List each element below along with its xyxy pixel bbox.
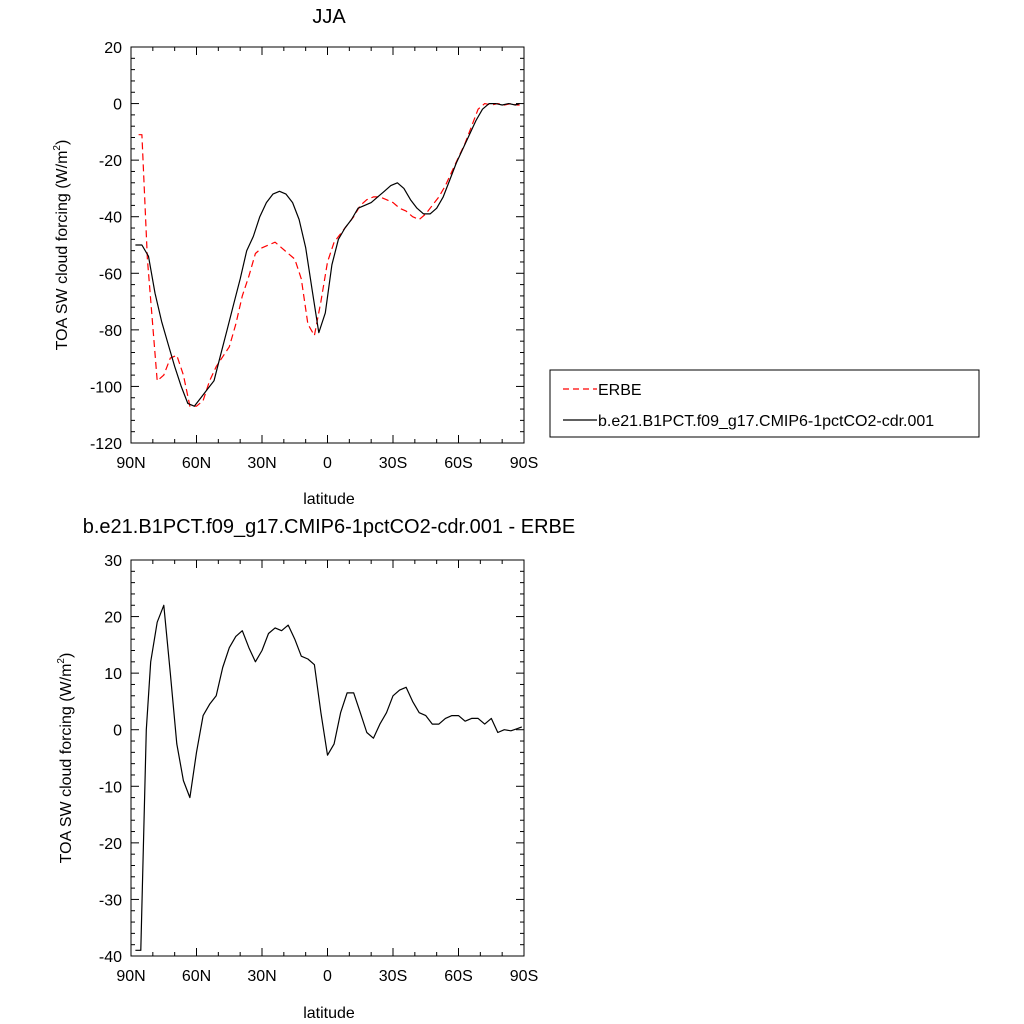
top-plot-frame [130,46,525,444]
y-tick-label: -120 [90,436,122,453]
legend-label-erbe: ERBE [598,382,642,399]
x-tick-label: 90N [116,968,145,985]
y-tick-label: 20 [104,610,122,627]
x-tick-label: 60N [182,968,211,985]
x-tick-label: 0 [323,455,332,472]
x-tick-label: 30N [247,455,276,472]
y-tick-label: 30 [104,553,122,570]
x-tick-label: 30S [379,968,407,985]
legend: ERBE b.e21.B1PCT.f09_g17.CMIP6-1pctCO2-c… [549,369,980,438]
x-tick-label: 30S [379,455,407,472]
y-tick-label: -20 [99,836,122,853]
legend-label-model: b.e21.B1PCT.f09_g17.CMIP6-1pctCO2-cdr.00… [598,413,934,430]
x-tick-label: 90S [510,455,538,472]
y-tick-label: -100 [90,379,122,396]
top-x-axis-label: latitude [303,491,355,508]
y-tick-label: -10 [99,779,122,796]
y-tick-label: 0 [113,723,122,740]
bottom-y-axis-label: TOA SW cloud forcing (W/m2) [56,653,75,864]
series-line-0 [135,604,523,951]
y-tick-label: -80 [99,323,122,340]
x-tick-label: 0 [323,968,332,985]
series-line-1 [135,103,520,407]
y-tick-label: -60 [99,266,122,283]
y-tick-label: -40 [99,210,122,227]
top-y-axis-label: TOA SW cloud forcing (W/m2) [52,140,71,351]
x-tick-label: 60N [182,455,211,472]
bottom-x-axis-label: latitude [303,1005,355,1022]
bottom-panel: b.e21.B1PCT.f09_g17.CMIP6-1pctCO2-cdr.00… [56,516,575,1022]
y-tick-label: 20 [104,40,122,57]
x-tick-label: 60S [444,455,472,472]
top-title: JJA [312,6,346,28]
x-tick-label: 90S [510,968,538,985]
y-tick-label: -30 [99,892,122,909]
top-panel: JJA latitude TOA SW cloud forcing (W/m2)… [52,6,980,508]
x-tick-label: 30N [247,968,276,985]
y-tick-label: -20 [99,153,122,170]
y-tick-label: 0 [113,97,122,114]
bottom-title: b.e21.B1PCT.f09_g17.CMIP6-1pctCO2-cdr.00… [83,516,575,538]
legend-box [549,369,980,438]
x-tick-label: 90N [116,455,145,472]
bottom-plot-frame [130,559,525,957]
y-tick-label: -40 [99,949,122,966]
x-tick-label: 60S [444,968,472,985]
y-tick-label: 10 [104,666,122,683]
